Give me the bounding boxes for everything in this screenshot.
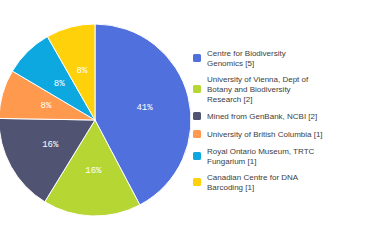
svg-text:8%: 8%	[54, 79, 65, 89]
svg-text:Genomics [5]: Genomics [5]	[207, 59, 254, 68]
svg-text:8%: 8%	[41, 101, 52, 111]
svg-text:University of British Columbia: University of British Columbia [1]	[207, 130, 323, 139]
svg-text:16%: 16%	[42, 140, 59, 150]
svg-text:Research [2]: Research [2]	[207, 95, 252, 104]
svg-text:Royal Ontario Museum, TRTC: Royal Ontario Museum, TRTC	[207, 147, 315, 156]
svg-text:Centre for Biodiversity: Centre for Biodiversity	[207, 49, 286, 58]
svg-text:Botany and Biodiversity: Botany and Biodiversity	[207, 85, 291, 94]
svg-text:University of Vienna, Dept of: University of Vienna, Dept of	[207, 75, 309, 84]
svg-text:8%: 8%	[77, 66, 88, 76]
svg-text:Fungarium [1]: Fungarium [1]	[207, 157, 256, 166]
svg-text:Mined from GenBank, NCBI [2]: Mined from GenBank, NCBI [2]	[207, 112, 317, 121]
svg-text:16%: 16%	[85, 166, 102, 176]
svg-text:41%: 41%	[136, 103, 153, 113]
svg-text:Barcoding [1]: Barcoding [1]	[207, 183, 254, 192]
svg-text:Canadian Centre for DNA: Canadian Centre for DNA	[207, 173, 299, 182]
